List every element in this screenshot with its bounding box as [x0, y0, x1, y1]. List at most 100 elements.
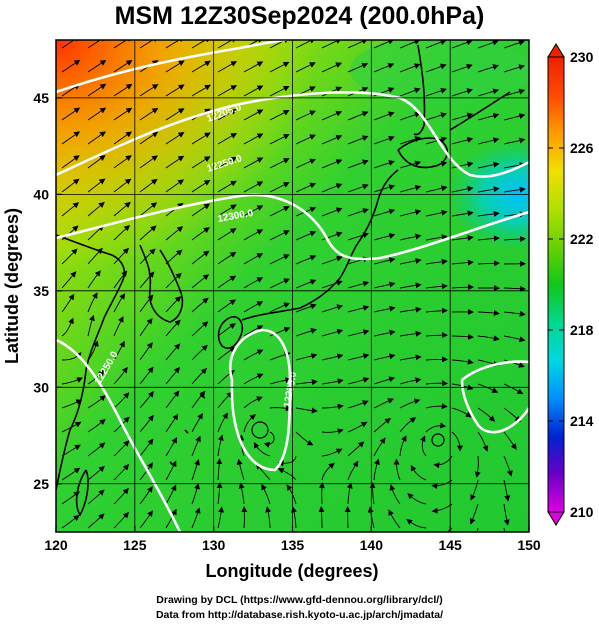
streamline	[373, 418, 391, 433]
streamline	[347, 135, 369, 145]
streamline	[425, 185, 448, 193]
streamline	[87, 442, 106, 457]
streamline	[347, 305, 370, 313]
y-tick-label: 40	[33, 186, 49, 202]
streamline	[477, 407, 496, 422]
streamline	[243, 414, 256, 433]
streamline	[425, 136, 448, 145]
streamline	[217, 85, 238, 97]
streamline	[217, 228, 237, 241]
streamline	[253, 442, 271, 457]
streamline	[451, 185, 474, 193]
colorbar-scale	[547, 56, 565, 513]
streamline	[191, 483, 200, 505]
streamline	[321, 328, 344, 337]
streamline	[503, 285, 526, 292]
streamline	[139, 391, 154, 409]
streamline	[243, 277, 264, 289]
streamline	[369, 482, 376, 505]
streamline	[419, 435, 427, 457]
streamline	[321, 110, 343, 121]
streamline	[474, 455, 481, 478]
streamline	[165, 249, 183, 265]
streamline	[321, 255, 343, 265]
streamline	[399, 330, 422, 337]
contour-line-3	[56, 193, 529, 261]
streamline	[321, 462, 335, 481]
streamline	[321, 428, 344, 435]
streamline	[165, 108, 185, 121]
streamline	[139, 342, 153, 361]
streamline	[191, 274, 210, 289]
streamline	[321, 448, 343, 457]
streamline	[399, 282, 422, 289]
streamline	[477, 161, 500, 169]
contour-line-5	[460, 360, 529, 434]
streamline	[191, 344, 208, 361]
streamline	[399, 257, 422, 265]
streamline	[347, 183, 369, 193]
streamline	[216, 482, 223, 505]
streamline	[269, 405, 292, 412]
y-axis-label: Latitude (degrees)	[2, 208, 22, 364]
temperature-field	[56, 40, 529, 532]
streamline	[113, 201, 131, 217]
streamline	[373, 353, 396, 361]
streamline	[269, 278, 290, 289]
streamline	[291, 506, 297, 529]
streamline	[451, 112, 474, 121]
streamline	[451, 210, 474, 217]
streamline	[165, 226, 184, 241]
streamline	[503, 40, 525, 49]
y-axis: 25 30 35 40 45	[33, 90, 62, 492]
streamline	[425, 307, 448, 314]
streamline	[139, 84, 159, 97]
streamline	[295, 255, 317, 265]
streamline	[503, 113, 526, 121]
streamline	[373, 376, 396, 385]
streamline	[139, 510, 153, 529]
y-tick-label: 30	[33, 379, 49, 395]
streamline	[347, 460, 359, 481]
streamline	[469, 503, 479, 525]
streamline	[373, 257, 396, 265]
streamline	[165, 437, 178, 457]
colorbar-tick-label: 210	[570, 504, 594, 520]
streamline	[407, 492, 427, 505]
streamline	[113, 225, 131, 241]
streamline	[139, 202, 158, 217]
streamline	[503, 64, 525, 73]
streamline	[406, 519, 427, 529]
streamline	[503, 455, 513, 477]
contour-line-1	[56, 40, 294, 94]
contour-lines	[56, 40, 529, 532]
streamline	[191, 132, 211, 145]
streamline	[191, 412, 203, 433]
streamline	[373, 305, 396, 313]
streamline	[87, 178, 106, 193]
streamline	[217, 156, 237, 169]
streamline	[165, 132, 185, 145]
streamline	[503, 383, 524, 395]
streamline	[347, 329, 370, 337]
streamline	[243, 61, 264, 73]
streamline	[367, 506, 375, 529]
streamline	[295, 279, 317, 289]
streamline	[165, 179, 185, 193]
streamline	[243, 349, 264, 361]
streamline	[477, 235, 500, 242]
streamline	[113, 316, 124, 337]
streamline	[451, 333, 474, 340]
streamline	[87, 131, 107, 145]
colorbar-tick-label: 226	[570, 140, 594, 156]
streamline	[191, 390, 206, 409]
x-tick-label: 130	[202, 537, 226, 553]
streamline	[477, 210, 500, 217]
streamline	[87, 40, 107, 49]
streamline	[373, 111, 395, 121]
streamline	[477, 40, 499, 49]
streamline	[191, 203, 211, 217]
streamline	[243, 205, 264, 217]
streamline	[373, 281, 396, 289]
